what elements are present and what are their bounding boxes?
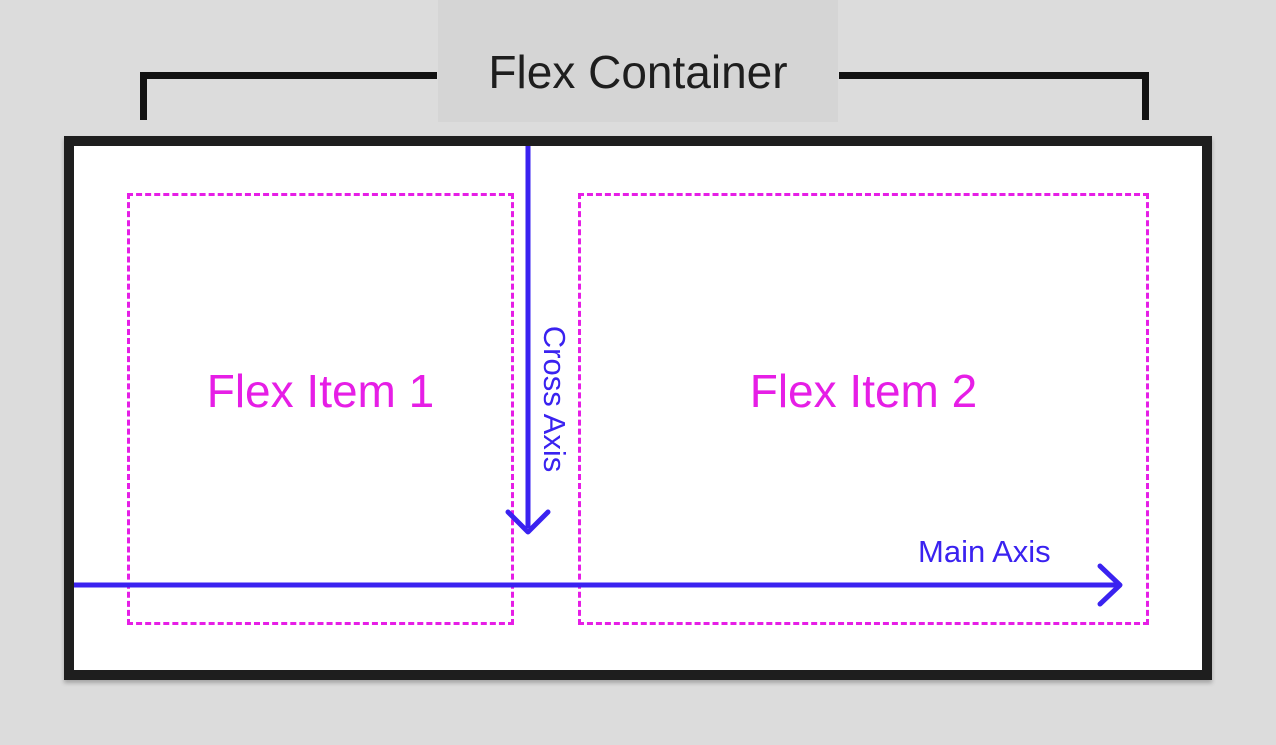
- bracket-right-tick: [1142, 72, 1149, 120]
- main-axis-arrowhead: [1097, 563, 1123, 607]
- title-background: [438, 0, 838, 122]
- bracket-left-top: [140, 72, 437, 79]
- main-axis-label: Main Axis: [918, 534, 1051, 569]
- flex-item-2: Flex Item 2: [578, 193, 1149, 625]
- cross-axis-label: Cross Axis: [537, 325, 572, 473]
- flex-container: [64, 136, 1212, 680]
- bracket-left-tick: [140, 72, 147, 120]
- flex-item-1-label: Flex Item 1: [206, 365, 435, 417]
- flex-container-title: Flex Container: [488, 46, 788, 98]
- cross-axis-arrowhead: [505, 509, 551, 535]
- flex-item-1: Flex Item 1: [127, 193, 514, 625]
- flex-item-2-label: Flex Item 2: [749, 365, 978, 417]
- bracket-right-top: [839, 72, 1149, 79]
